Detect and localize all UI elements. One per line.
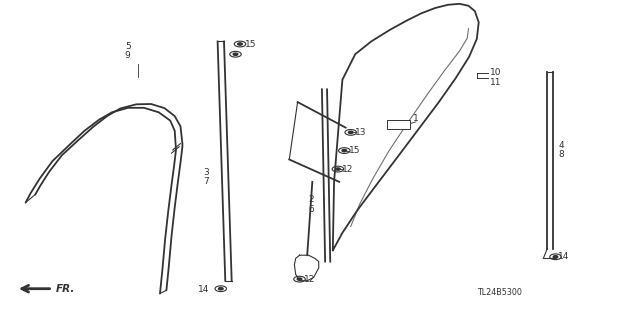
Text: 4
8: 4 8 bbox=[558, 141, 564, 159]
Text: 13: 13 bbox=[355, 128, 367, 137]
Circle shape bbox=[218, 287, 223, 290]
Circle shape bbox=[335, 168, 340, 170]
Circle shape bbox=[348, 131, 353, 134]
Text: TL24B5300: TL24B5300 bbox=[477, 288, 522, 297]
Text: 5
9: 5 9 bbox=[125, 42, 131, 60]
Text: FR.: FR. bbox=[56, 284, 75, 294]
Text: 10
11: 10 11 bbox=[490, 68, 501, 86]
Circle shape bbox=[342, 149, 347, 152]
Text: 12: 12 bbox=[304, 275, 316, 284]
Text: 15: 15 bbox=[244, 40, 256, 49]
Circle shape bbox=[553, 256, 558, 258]
Text: 1: 1 bbox=[413, 114, 419, 123]
Text: 14: 14 bbox=[558, 252, 570, 261]
Circle shape bbox=[233, 53, 238, 56]
Text: 14: 14 bbox=[198, 285, 210, 294]
Circle shape bbox=[297, 278, 302, 280]
Text: 3
7: 3 7 bbox=[204, 168, 209, 186]
Text: 12: 12 bbox=[342, 165, 354, 174]
Text: 15: 15 bbox=[349, 146, 360, 155]
FancyBboxPatch shape bbox=[387, 120, 410, 129]
Circle shape bbox=[237, 43, 243, 45]
Text: 2
6: 2 6 bbox=[308, 195, 314, 213]
